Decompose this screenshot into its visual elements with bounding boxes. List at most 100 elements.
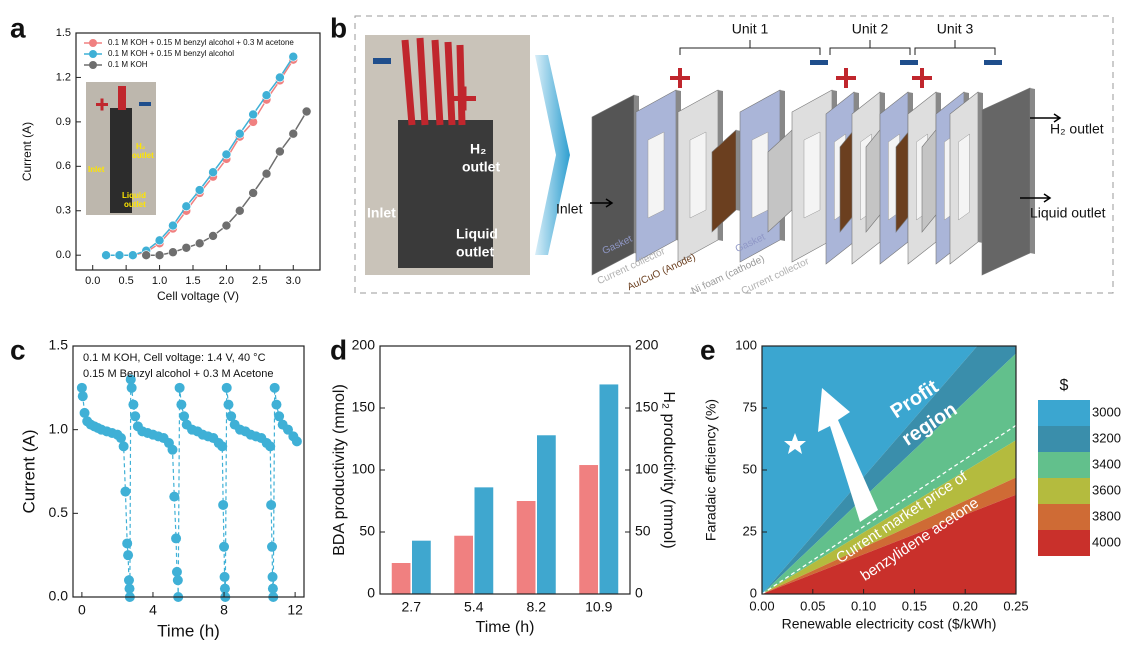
point [123, 575, 134, 586]
port-label: Inlet [556, 201, 583, 217]
point [248, 109, 258, 120]
point [269, 382, 280, 393]
plate-window [751, 131, 769, 219]
y-tick-label: 50 [743, 461, 757, 476]
y-tick-label: 0 [367, 585, 375, 601]
y-axis-label: Current (A) [20, 122, 34, 181]
point [283, 424, 294, 435]
x-axis-label: Time (h) [476, 619, 535, 636]
y2-tick-label: 100 [635, 461, 659, 477]
bar [412, 540, 431, 594]
point [120, 486, 131, 497]
legend-label: 0.1 M KOH + 0.15 M benzyl alcohol [108, 49, 234, 58]
y-tick-label: 1.0 [49, 420, 69, 436]
x-tick-label: 12 [287, 602, 303, 618]
legend-label: 3600 [1092, 482, 1121, 497]
inset-label: H₂ [136, 142, 146, 151]
market-line [762, 424, 1016, 594]
x-tick-label: 0.15 [902, 598, 927, 613]
legend-swatch [1038, 504, 1090, 530]
x-tick-label: 0 [78, 602, 86, 618]
point [267, 571, 278, 582]
x-axis-label: Renewable electricity cost ($/kWh) [782, 616, 997, 632]
point [194, 185, 205, 195]
x-axis-label: Time (h) [157, 621, 220, 640]
point [275, 72, 285, 83]
point [301, 106, 312, 117]
star [784, 433, 806, 454]
y-tick-label: 0.0 [56, 249, 71, 261]
point [123, 550, 134, 561]
point [141, 250, 151, 260]
point [265, 441, 276, 452]
point [271, 399, 282, 410]
legend-title: $ [1060, 377, 1069, 394]
y-tick-label: 0.9 [56, 116, 71, 128]
point [174, 382, 185, 393]
y-axis-label: Faradaic efficiency (%) [703, 399, 719, 541]
point [122, 538, 133, 549]
y2-axis-label: H₂ productivity (mmol) [660, 391, 677, 548]
series-line [146, 111, 308, 256]
point [267, 541, 278, 552]
point [176, 399, 187, 410]
panel-letter: b [330, 12, 347, 43]
point [288, 128, 299, 139]
legend-label: 3800 [1092, 508, 1121, 523]
point [128, 250, 138, 260]
point [130, 411, 141, 422]
panel-letter: c [10, 334, 26, 365]
x-tick-label: 8 [220, 602, 228, 618]
plate-window [958, 133, 970, 221]
unit-label: Unit 3 [937, 21, 974, 37]
point [114, 250, 125, 260]
point [221, 149, 232, 160]
point [226, 411, 237, 422]
x-tick-label: 1.5 [185, 275, 200, 287]
y-tick-label: 1.2 [56, 71, 71, 83]
inset-label: outlet [124, 200, 146, 209]
y-tick-label: 0.0 [49, 588, 69, 604]
point [219, 583, 230, 594]
regions [762, 346, 1016, 594]
region [762, 477, 1016, 594]
y-tick-label: 50 [359, 523, 375, 539]
point [181, 201, 192, 212]
x-tick-label: 4 [149, 602, 157, 618]
x-tick-label: 8.2 [527, 599, 547, 615]
bar [391, 563, 411, 594]
x-tick-label: 5.4 [464, 599, 484, 615]
plate [981, 87, 1031, 276]
photo-label: Liquid [456, 226, 498, 242]
legend-swatch [1038, 452, 1090, 478]
bar [537, 435, 556, 594]
axes-frame [75, 32, 321, 271]
inset-label: Inlet [88, 165, 105, 174]
point [248, 188, 258, 198]
y2-tick-label: 200 [635, 337, 659, 353]
y2-tick-label: 50 [635, 523, 651, 539]
panel-letter: a [10, 12, 26, 43]
point [172, 575, 183, 586]
bar [599, 384, 619, 594]
x-tick-label: 2.0 [219, 275, 234, 287]
point [218, 499, 229, 510]
plate-window [689, 131, 707, 219]
point [125, 374, 136, 385]
x-tick-label: 0.0 [85, 275, 100, 287]
point [115, 433, 126, 444]
photo-label: outlet [456, 244, 494, 260]
point [221, 382, 232, 393]
y-tick-label: 0.3 [56, 205, 71, 217]
y2-tick-label: 0 [635, 585, 643, 601]
inset-photo: H₂ outlet Inlet Liquid outlet [86, 82, 156, 215]
plate-window [803, 131, 821, 219]
x-tick-label: 0.20 [953, 598, 978, 613]
point [208, 167, 218, 178]
bar [474, 487, 494, 594]
legend-swatch [1038, 426, 1090, 452]
point [77, 391, 88, 402]
y2-tick-label: 150 [635, 399, 659, 415]
